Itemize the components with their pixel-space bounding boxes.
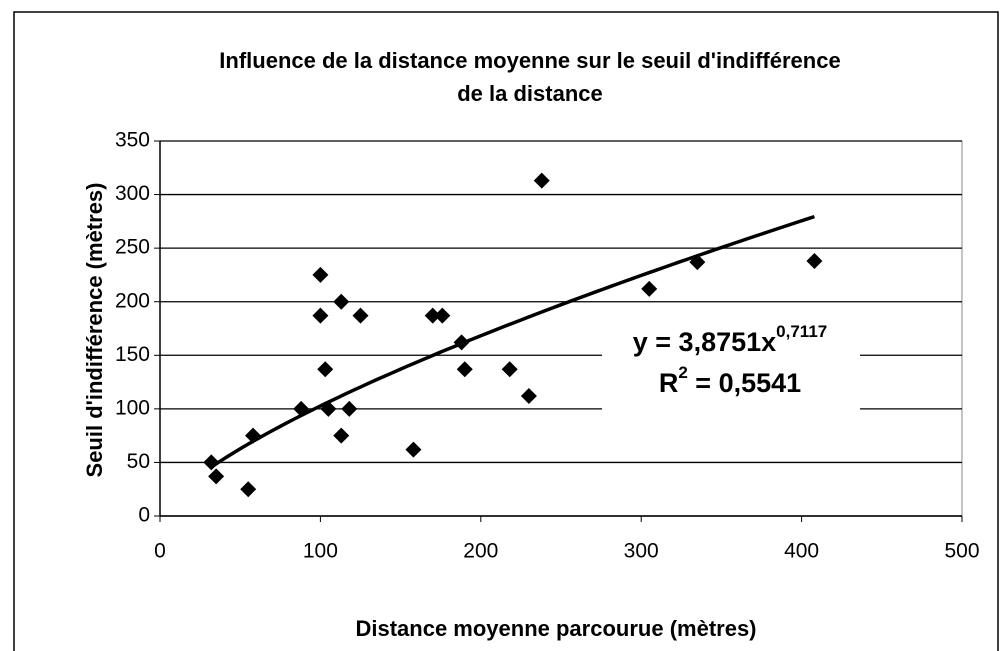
- equation-coefficient: 3,8751: [679, 327, 762, 357]
- data-point: [203, 454, 220, 471]
- data-point: [245, 427, 262, 444]
- trend-r2: R2 = 0,5541: [659, 363, 801, 398]
- data-point: [317, 361, 334, 378]
- chart-title: de la distance: [457, 81, 603, 106]
- equation-box: [602, 318, 860, 422]
- y-tick-label: 0: [138, 504, 150, 527]
- x-tick-label: 300: [624, 540, 659, 563]
- y-tick-label: 250: [115, 236, 150, 259]
- y-tick-label: 50: [127, 450, 150, 473]
- r2-symbol: R: [659, 368, 679, 398]
- data-point: [312, 307, 329, 324]
- data-point: [806, 253, 823, 269]
- y-tick-label: 100: [115, 396, 150, 419]
- r2-power: 2: [678, 363, 687, 382]
- data-point: [208, 468, 225, 485]
- equation-exponent: 0,7117: [776, 322, 827, 341]
- data-point: [434, 307, 451, 324]
- data-point: [312, 266, 329, 283]
- data-point: [533, 172, 550, 189]
- data-point: [641, 280, 658, 297]
- data-point: [501, 361, 518, 378]
- data-point: [352, 307, 369, 324]
- y-tick-label: 300: [115, 182, 150, 205]
- y-axis-label: Seuil d'indifférence (mètres): [82, 183, 107, 478]
- equation-prefix: y =: [633, 327, 679, 357]
- y-tick-label: 150: [115, 343, 150, 366]
- x-tick-label: 500: [944, 540, 979, 563]
- data-point: [341, 400, 358, 417]
- x-tick-label: 200: [463, 540, 498, 563]
- r2-equals: =: [688, 368, 719, 398]
- trend-equation: y = 3,8751x0,7117: [633, 322, 827, 357]
- chart-border: [13, 11, 999, 651]
- data-point: [333, 427, 350, 444]
- r2-value: 0,5541: [719, 368, 802, 398]
- x-axis-label: Distance moyenne parcourue (mètres): [355, 616, 756, 641]
- data-point: [293, 400, 310, 417]
- y-tick-label: 350: [115, 129, 150, 152]
- equation-variable: x: [761, 327, 776, 357]
- y-tick-label: 200: [115, 289, 150, 312]
- data-point: [424, 307, 441, 324]
- data-point: [520, 388, 537, 404]
- x-tick-label: 100: [303, 540, 338, 563]
- data-point: [320, 400, 337, 417]
- trendline: [210, 214, 815, 469]
- x-tick-label: 0: [154, 540, 166, 563]
- data-point: [240, 481, 257, 498]
- data-point: [333, 293, 350, 310]
- data-point: [456, 361, 473, 378]
- data-point: [689, 254, 706, 271]
- data-point: [453, 334, 470, 351]
- x-tick-label: 400: [784, 540, 819, 563]
- chart-title: Influence de la distance moyenne sur le …: [219, 48, 840, 73]
- data-point: [405, 441, 422, 458]
